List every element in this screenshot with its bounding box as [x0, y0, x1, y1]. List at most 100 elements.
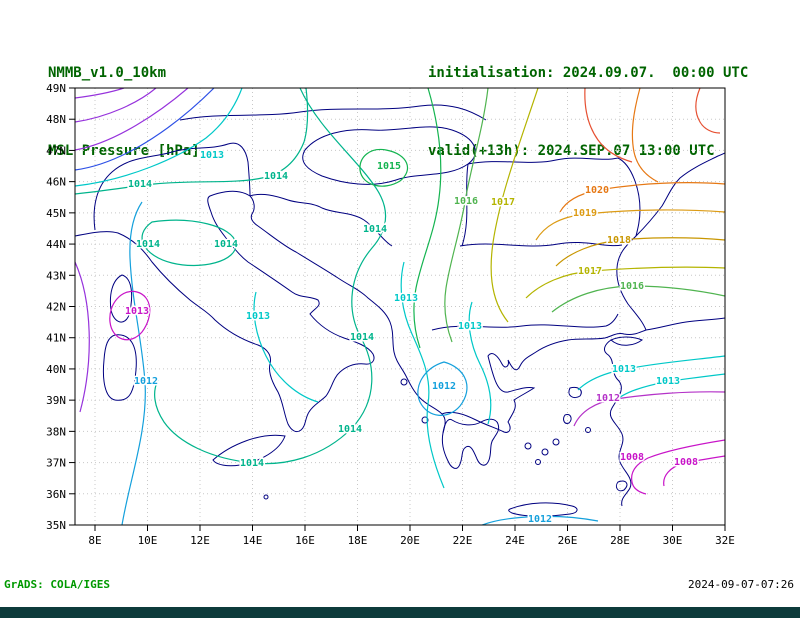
contour-gradient-blue [75, 88, 215, 171]
creation-timestamp: 2024-09-07-07:26 [688, 578, 794, 591]
contour-label: 1013 [125, 306, 149, 317]
island-zakynthos [421, 416, 429, 424]
contour-1012-right [573, 391, 725, 427]
contour-label: 1017 [578, 266, 602, 277]
contour-label: 1014 [240, 458, 264, 469]
contour-1008 [631, 439, 725, 495]
contour-1013 [75, 88, 243, 187]
lat-tick-label: 37N [46, 457, 66, 470]
coastline-turkey-aegean [603, 339, 632, 507]
coastline-blacksea-south [645, 317, 725, 331]
contour-label: 1016 [620, 281, 644, 292]
lon-tick-label: 24E [505, 534, 525, 547]
lat-tick-label: 40N [46, 363, 66, 376]
contour-1016 [551, 285, 725, 313]
contour-label: 1012 [528, 514, 552, 525]
lat-tick-label: 41N [46, 332, 66, 345]
lat-tick-label: 48N [46, 113, 66, 126]
lon-tick-label: 28E [610, 534, 630, 547]
border-slovenia-croatia [249, 193, 393, 247]
coastline-rhodes [615, 480, 628, 492]
contour-1019 [535, 209, 725, 241]
coastline-corsica [109, 274, 133, 323]
contour-1020 [559, 182, 725, 213]
contour-1017 [490, 88, 539, 323]
contour-label: 1012 [596, 393, 620, 404]
island-cyclades-3 [552, 438, 560, 446]
contour-gradient-purple [75, 261, 90, 413]
field-name: MSL Pressure [hPa] [48, 143, 200, 159]
contour-label: 1012 [134, 376, 158, 387]
lon-tick-label: 26E [558, 534, 578, 547]
coastline-sicily [212, 434, 286, 467]
contour-gradient-purple [75, 88, 189, 151]
contour-1015 [413, 88, 442, 349]
lat-tick-label: 42N [46, 301, 66, 314]
coastline-lesbos [568, 387, 582, 399]
contour-label: 1017 [491, 197, 515, 208]
contour-1012 [121, 201, 146, 525]
contour-label: 1014 [214, 239, 238, 250]
lon-tick-label: 12E [190, 534, 210, 547]
contour-ridge-red [695, 88, 721, 134]
contour-label: 1014 [136, 239, 160, 250]
contour-1012 [481, 515, 599, 525]
contour-label: 1013 [246, 311, 270, 322]
lon-tick-label: 32E [715, 534, 735, 547]
contour-1014 [141, 219, 237, 267]
contour-gradient-purple [75, 88, 157, 123]
lat-tick-label: 35N [46, 519, 66, 532]
lat-tick-label: 38N [46, 425, 66, 438]
lat-tick-label: 44N [46, 238, 66, 251]
border-greece-north [431, 313, 619, 331]
contour-label: 1014 [338, 424, 362, 435]
init-time: initialisation: 2024.09.07. 00:00 UTC [428, 65, 749, 81]
contour-label: 1020 [585, 185, 609, 196]
contour-ridge-orange [631, 88, 659, 183]
lon-tick-label: 14E [243, 534, 263, 547]
lon-tick-label: 16E [295, 534, 315, 547]
contour-label: 1014 [264, 171, 288, 182]
contour-label: 1013 [656, 376, 680, 387]
contour-label: 1008 [674, 457, 698, 468]
valid-time: valid(+13h): 2024.SEP.07 13:00 UTC [428, 143, 715, 159]
pressure-contour-map: 1013 1014 1014 1015 1016 1017 1020 1019 1018 1014… [46, 82, 735, 547]
island-cyclades-1 [524, 442, 532, 450]
lat-tick-label: 39N [46, 394, 66, 407]
lat-tick-label: 49N [46, 82, 66, 95]
contour-label: 1012 [432, 381, 456, 392]
border-alps [93, 142, 251, 231]
contour-label: 1014 [350, 332, 374, 343]
lon-tick-label: 30E [663, 534, 683, 547]
coastline-greece-aegean [441, 337, 606, 433]
contour-label: 1013 [612, 364, 636, 375]
island-samos [585, 427, 591, 433]
coastline-peloponnese [441, 418, 500, 469]
contour-1017 [525, 266, 725, 299]
axis-ticks-and-labels: 49N 48N 47N 46N 45N 44N 43N 42N 41N 40N 39N 38N 37N 3… [46, 82, 735, 547]
lat-tick-label: 36N [46, 488, 66, 501]
lon-tick-label: 10E [138, 534, 158, 547]
contour-label: 1014 [363, 224, 387, 235]
coastline-italy [75, 190, 375, 433]
coastline-dalmatia-albania [249, 195, 446, 434]
coastline-blacksea-west [604, 152, 725, 339]
coastline-crete [508, 502, 578, 517]
contour-labels: 1013 1014 1014 1015 1016 1017 1020 1019 1018 1014… [123, 149, 699, 527]
border-serbia [461, 163, 469, 247]
contour-label: 1019 [573, 208, 597, 219]
lon-tick-label: 18E [348, 534, 368, 547]
lon-tick-label: 22E [453, 534, 473, 547]
contour-ridge-red [584, 88, 633, 163]
lon-tick-label: 20E [400, 534, 420, 547]
contour-1013 [400, 261, 445, 489]
coastline-chios [563, 414, 572, 424]
contour-label: 1014 [128, 179, 152, 190]
contour-1013 [577, 355, 725, 391]
contour-1013 [613, 373, 725, 403]
contour-gradient-purple [75, 88, 125, 99]
border-hungary [302, 126, 476, 185]
island-corfu [400, 378, 408, 386]
bottom-bar [0, 607, 800, 618]
coastlines-and-borders [75, 104, 725, 517]
